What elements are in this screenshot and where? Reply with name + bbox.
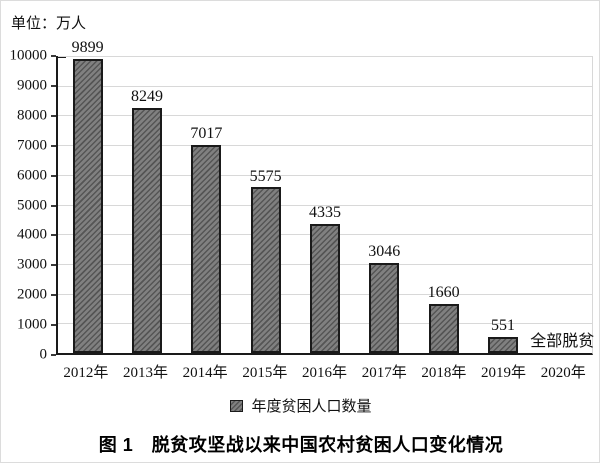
y-tick-label: 2000 [17, 286, 47, 303]
x-tick-label: 2015年 [242, 365, 288, 381]
y-tick-label: 9000 [17, 77, 47, 94]
bar-value-label: 5575 [249, 167, 282, 185]
legend-hatch-swatch-icon [230, 399, 244, 412]
y-tick-label: 3000 [17, 256, 47, 273]
x-tick-label: 2019年 [481, 365, 527, 381]
bar [487, 336, 518, 353]
bar [250, 187, 281, 353]
x-axis-labels: 2012年 2013年 2014年 2015年 2016年 2017年 2018年 2019年… [56, 361, 593, 382]
x-tick-label: 2014年 [182, 365, 228, 381]
y-tick-label: 1000 [17, 316, 47, 333]
bar-value-label: 3046 [368, 242, 401, 260]
bar [72, 59, 103, 353]
bars: 9899 8249 7017 5575 4335 3046 1660 551 全部脱贫 [58, 39, 595, 353]
y-tick-label: 8000 [17, 107, 47, 124]
bar-chart: 0 1000 2000 3000 4000 5000 6000 7000 8000 9000 100… [9, 39, 595, 382]
bar [309, 224, 340, 353]
bar [428, 303, 459, 353]
bar-value-label: 7017 [190, 124, 223, 142]
x-tick-label: 2016年 [302, 365, 348, 381]
bar-slot: 551 [473, 56, 532, 353]
x-tick-label: 2020年 [540, 365, 586, 381]
y-tick-mark [51, 114, 56, 117]
plot-column: 9899 8249 7017 5575 4335 3046 1660 551 全部脱贫 2012… [56, 39, 595, 382]
legend: 年度贫困人口数量 [9, 395, 593, 416]
bar-slot: 3046 [355, 56, 414, 353]
figure-caption: 图 1 脱贫攻坚战以来中国农村贫困人口变化情况 [98, 435, 504, 455]
bar-slot: 4335 [295, 56, 354, 353]
bar-slot: 5575 [236, 56, 295, 353]
gridline [58, 145, 592, 147]
y-tick-label: 7000 [17, 137, 47, 154]
y-tick-mark [51, 234, 56, 237]
y-tick-mark [51, 55, 56, 57]
bar [369, 262, 400, 353]
unit-label: 单位：万人 [11, 16, 87, 32]
x-tick-label: 2013年 [123, 365, 169, 381]
gridline [58, 204, 592, 206]
legend-label: 年度贫困人口数量 [251, 399, 372, 415]
bar [191, 144, 222, 353]
y-tick-label: 4000 [17, 226, 47, 243]
bar-value-label: 1660 [427, 283, 460, 301]
x-tick-label: 2017年 [361, 365, 407, 381]
bar [131, 108, 162, 353]
x-tick-label: 2018年 [421, 365, 467, 381]
bar-value-label: 8249 [130, 88, 163, 106]
x-tick-label: 2012年 [63, 365, 109, 381]
bar-slot: 8249 [117, 56, 176, 353]
y-tick-mark [51, 174, 56, 177]
gridline [58, 56, 592, 57]
y-tick-mark [51, 354, 56, 356]
y-tick-label: 0 [39, 346, 48, 363]
annotation-label: 全部脱贫 [530, 333, 595, 350]
bar-slot: 7017 [177, 56, 236, 353]
gridline [58, 174, 592, 176]
bar-slot: 1660 [414, 56, 473, 353]
bar-slot: 全部脱贫 [530, 56, 595, 353]
y-tick-label: 10000 [9, 47, 48, 64]
y-tick-label: 5000 [17, 197, 47, 213]
plot-area: 9899 8249 7017 5575 4335 3046 1660 551 全部脱贫 [56, 39, 595, 355]
y-tick-mark [51, 324, 56, 327]
y-tick-mark [51, 144, 56, 147]
y-tick-mark [51, 264, 56, 267]
y-tick-mark [51, 294, 56, 297]
bar-slot: 9899 [58, 39, 117, 353]
bar-value-label: 551 [490, 316, 515, 334]
y-tick-mark [51, 84, 56, 87]
gridline [58, 85, 592, 87]
y-axis: 0 1000 2000 3000 4000 5000 6000 7000 8000 9000 100… [9, 48, 56, 362]
bar-value-label: 4335 [308, 204, 341, 222]
bar-value-label: 9899 [71, 39, 104, 57]
y-tick-label: 6000 [17, 167, 47, 184]
gridline [58, 115, 592, 117]
y-tick-mark [51, 204, 56, 207]
